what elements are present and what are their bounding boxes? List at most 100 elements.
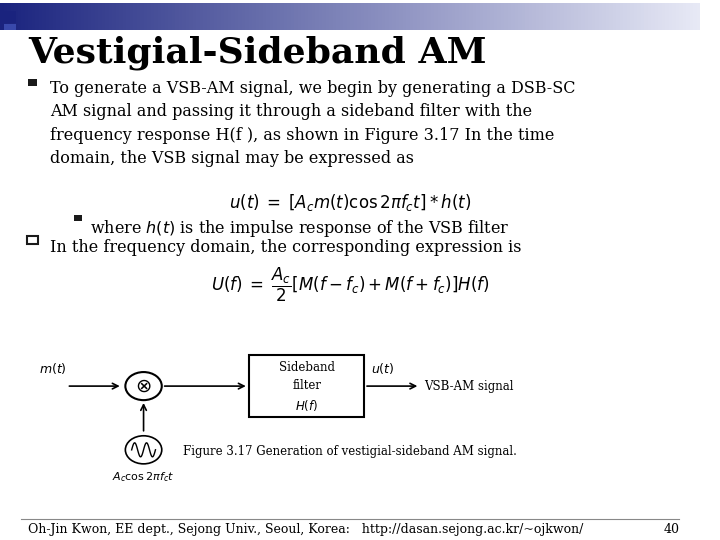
Bar <box>672 3 677 30</box>
Bar <box>66 3 71 30</box>
Bar <box>630 3 634 30</box>
Bar <box>469 3 474 30</box>
Bar <box>620 3 624 30</box>
Bar <box>21 3 25 30</box>
Bar <box>504 3 508 30</box>
Bar <box>423 3 428 30</box>
Bar <box>372 3 375 30</box>
Bar <box>235 3 239 30</box>
Bar <box>4 11 16 23</box>
Bar <box>487 3 491 30</box>
Bar <box>4 24 16 30</box>
Bar <box>396 3 400 30</box>
Bar <box>91 3 95 30</box>
Bar <box>378 3 382 30</box>
Bar <box>515 3 519 30</box>
Bar <box>312 3 316 30</box>
Bar <box>269 3 274 30</box>
Text: $m(t)$: $m(t)$ <box>38 361 66 376</box>
Bar <box>70 3 74 30</box>
Bar <box>658 3 662 30</box>
Text: $H(f)$: $H(f)$ <box>295 398 318 413</box>
Bar <box>588 3 593 30</box>
Bar <box>627 3 631 30</box>
Bar <box>522 3 526 30</box>
Bar <box>490 3 495 30</box>
Bar <box>109 3 113 30</box>
Bar <box>406 3 410 30</box>
Bar <box>49 3 53 30</box>
Bar <box>595 3 600 30</box>
Bar <box>560 3 564 30</box>
Bar <box>374 3 379 30</box>
Bar <box>105 3 109 30</box>
Bar <box>634 3 638 30</box>
Bar <box>665 3 670 30</box>
Circle shape <box>125 372 162 400</box>
Bar <box>263 3 267 30</box>
Bar <box>256 3 260 30</box>
Bar <box>45 3 50 30</box>
Bar <box>4 3 8 30</box>
Bar <box>336 3 341 30</box>
Bar <box>102 3 106 30</box>
Bar <box>385 3 390 30</box>
Bar <box>203 3 207 30</box>
Bar <box>585 3 589 30</box>
Bar <box>297 3 302 30</box>
Bar <box>494 3 498 30</box>
Bar <box>84 3 89 30</box>
Bar <box>88 3 91 30</box>
Bar <box>154 3 158 30</box>
Bar <box>179 3 183 30</box>
Bar <box>459 3 463 30</box>
Bar <box>252 3 256 30</box>
Bar <box>389 3 393 30</box>
Bar <box>217 3 221 30</box>
Bar <box>38 3 42 30</box>
Bar <box>455 3 459 30</box>
Bar <box>648 3 652 30</box>
Bar <box>143 3 148 30</box>
Bar <box>553 3 557 30</box>
Bar <box>81 3 85 30</box>
Bar <box>399 3 403 30</box>
Bar <box>683 3 687 30</box>
Bar <box>602 3 606 30</box>
Bar <box>119 3 123 30</box>
Bar <box>171 3 176 30</box>
Text: Oh-Jin Kwon, EE dept., Sejong Univ., Seoul, Korea:   http://dasan.sejong.ac.kr/~: Oh-Jin Kwon, EE dept., Sejong Univ., Seo… <box>28 523 583 536</box>
Bar <box>273 3 277 30</box>
Bar <box>616 3 621 30</box>
Bar <box>60 3 64 30</box>
Bar <box>242 3 246 30</box>
Bar <box>539 3 544 30</box>
Bar <box>500 3 505 30</box>
Bar <box>53 3 57 30</box>
Bar <box>662 3 666 30</box>
Bar <box>315 3 320 30</box>
Bar <box>557 3 561 30</box>
Bar <box>525 3 529 30</box>
Bar <box>508 3 512 30</box>
Bar <box>14 3 18 30</box>
Text: $A_c\cos 2\pi f_c t$: $A_c\cos 2\pi f_c t$ <box>112 470 175 484</box>
Bar <box>182 3 186 30</box>
Bar <box>571 3 575 30</box>
Bar <box>28 79 37 86</box>
Text: To generate a VSB-AM signal, we begin by generating a DSB-SC
AM signal and passi: To generate a VSB-AM signal, we begin by… <box>50 80 576 167</box>
Bar <box>140 3 144 30</box>
Bar <box>480 3 484 30</box>
Bar <box>693 3 698 30</box>
Bar <box>301 3 305 30</box>
Bar <box>210 3 215 30</box>
Bar <box>448 3 452 30</box>
Bar <box>669 3 673 30</box>
Bar <box>624 3 627 30</box>
Bar <box>686 3 690 30</box>
Bar <box>224 3 228 30</box>
Bar <box>427 3 431 30</box>
FancyBboxPatch shape <box>248 355 364 417</box>
Bar <box>220 3 225 30</box>
Text: Vestigial-Sideband AM: Vestigial-Sideband AM <box>28 35 487 70</box>
